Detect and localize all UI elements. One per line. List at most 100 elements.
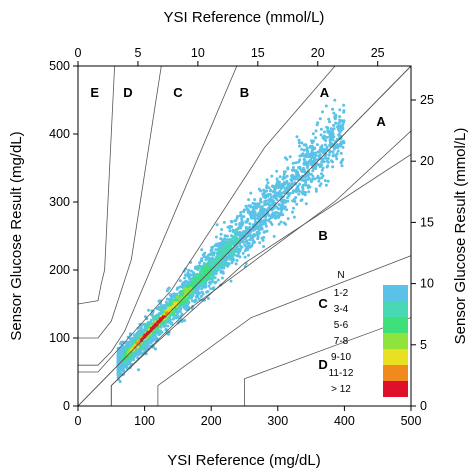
data-point [305, 163, 308, 167]
data-point [183, 281, 187, 285]
data-point [228, 257, 232, 261]
legend-label: 9-10 [331, 352, 351, 363]
data-point [200, 266, 204, 270]
data-point [327, 117, 331, 121]
zone-boundary-line [78, 66, 115, 305]
data-point [313, 158, 317, 162]
data-point [342, 109, 346, 113]
zone-label-b: B [240, 85, 249, 100]
legend-swatch [383, 317, 408, 333]
data-point [197, 266, 201, 270]
data-point [260, 205, 264, 208]
data-point [235, 259, 239, 262]
data-point [294, 169, 298, 173]
data-point [339, 151, 343, 155]
data-point [297, 192, 301, 196]
data-point [219, 237, 223, 241]
data-point [152, 316, 155, 319]
data-point [335, 152, 339, 156]
data-point [253, 210, 257, 214]
data-point [198, 261, 202, 265]
data-point [328, 140, 332, 144]
data-point [331, 160, 334, 164]
data-point [146, 340, 150, 344]
data-point [277, 213, 281, 217]
data-point [329, 127, 333, 131]
data-point [208, 257, 212, 261]
data-point [302, 179, 306, 182]
data-point [236, 233, 240, 237]
data-point [304, 191, 307, 194]
data-point [219, 232, 223, 236]
data-point [195, 278, 199, 282]
data-point [337, 133, 341, 137]
data-point [253, 216, 257, 220]
data-point [293, 177, 297, 181]
data-point [331, 165, 335, 169]
data-point [206, 290, 210, 293]
data-point [324, 156, 328, 160]
data-point [178, 310, 182, 313]
legend-title: N [337, 270, 344, 281]
data-point [266, 201, 270, 205]
data-point [194, 276, 198, 280]
data-point [214, 280, 218, 284]
data-point [260, 236, 264, 240]
data-point [292, 189, 296, 193]
data-point [297, 138, 301, 142]
data-point [251, 201, 255, 205]
data-point [164, 312, 168, 316]
data-point [318, 163, 322, 167]
data-point [166, 287, 170, 291]
data-point [185, 305, 189, 309]
data-point [212, 286, 216, 290]
data-point [186, 299, 190, 303]
data-point [311, 169, 315, 173]
data-point [268, 197, 272, 201]
plot-frame [77, 65, 412, 407]
data-point [333, 115, 337, 119]
data-point [281, 199, 285, 203]
data-point [226, 263, 230, 266]
data-point [214, 235, 218, 239]
y-tick-label: 400 [49, 127, 70, 141]
data-point [162, 324, 166, 328]
zone-label-b: B [318, 228, 327, 243]
data-point [256, 224, 260, 228]
data-point [290, 179, 294, 183]
data-point [331, 107, 335, 111]
data-point [297, 189, 301, 193]
data-point [324, 104, 328, 108]
y-axis-title: Sensor Glucose Result (mg/dL) [8, 131, 25, 340]
data-point [172, 316, 176, 320]
data-point [318, 184, 322, 188]
data-point [328, 131, 332, 135]
data-point [291, 199, 295, 203]
data-point [196, 295, 200, 299]
data-point [265, 178, 269, 182]
data-point [154, 315, 158, 319]
legend-swatch [383, 381, 408, 397]
data-point [225, 241, 229, 245]
y2-tick-label: 0 [420, 399, 427, 413]
zone-label-a: A [320, 85, 330, 100]
data-point [207, 284, 211, 288]
data-point [211, 276, 215, 280]
data-point [327, 153, 331, 157]
data-point [342, 139, 345, 143]
data-point [298, 154, 302, 158]
data-point [294, 190, 298, 194]
data-point [125, 341, 128, 345]
data-point [136, 326, 140, 330]
data-point [264, 224, 268, 228]
data-point [245, 239, 249, 243]
data-point [184, 300, 188, 304]
data-point [306, 146, 309, 150]
data-point [150, 313, 154, 317]
data-point [264, 222, 268, 226]
data-point [235, 229, 239, 233]
data-point [246, 227, 250, 230]
data-point [252, 205, 256, 209]
data-point [149, 318, 153, 322]
data-point [247, 253, 250, 257]
